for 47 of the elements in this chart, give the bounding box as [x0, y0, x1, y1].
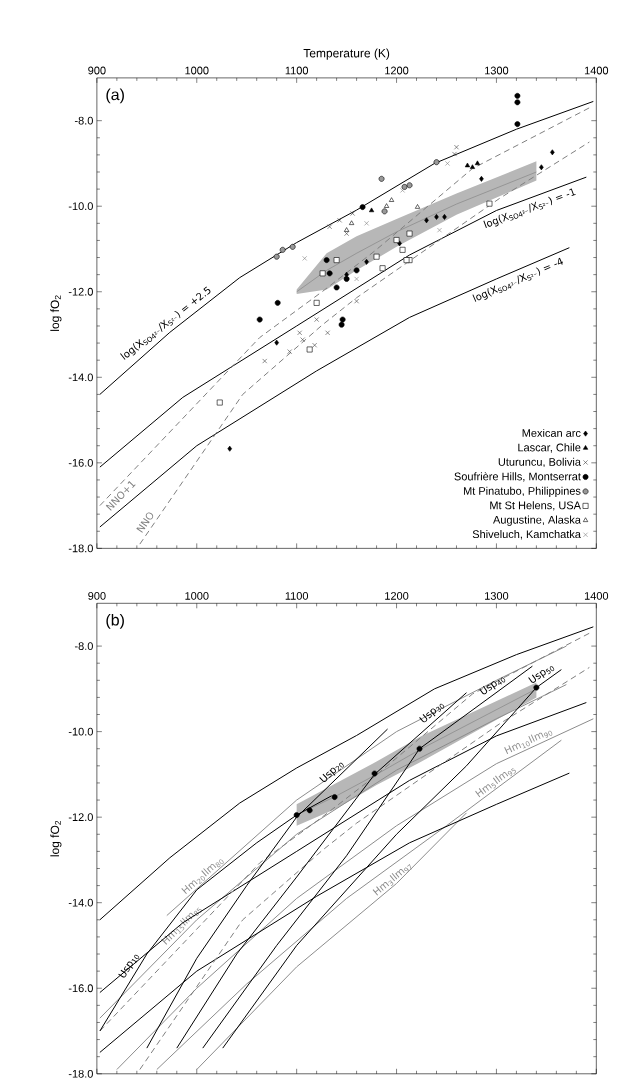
- x-tick-label: 1100: [285, 66, 308, 75]
- x-tick-label: 1400: [584, 592, 608, 600]
- annotation: (b): [106, 613, 124, 629]
- text: Hm$_{20}$Ilm$_{80}$: [181, 859, 224, 895]
- x-tick-label: 900: [88, 592, 106, 600]
- text: Hm$_{3}$Ilm$_{97}$: [372, 864, 412, 896]
- y-tick-label: -16.0: [68, 984, 93, 993]
- y-tick-label: -16.0: [68, 458, 93, 467]
- text: Hm$_{10}$Ilm$_{90}$: [504, 730, 553, 755]
- y-tick-label: -18.0: [68, 544, 93, 553]
- legend-label: Mt St Helens, USA: [490, 501, 581, 511]
- x-tick-label: 1200: [385, 592, 409, 600]
- y-axis-title: log fO$_{2}$: [50, 820, 62, 857]
- text: Usp$_{40}$: [479, 677, 506, 695]
- x-tick-label: 1300: [484, 592, 509, 600]
- x-tick-label: 1000: [185, 592, 209, 600]
- x-axis-title: Temperature (K): [303, 48, 390, 60]
- y-axis-title: log fO$_{2}$: [50, 295, 62, 331]
- legend-label: Soufrière Hills, Montserrat: [454, 472, 581, 482]
- annotation: (a): [106, 88, 124, 104]
- y-tick-label: -12.0: [68, 813, 93, 822]
- legend-label: log(X$_{SO4²⁻}$/X$_{S²⁻}$) = -1: [483, 188, 576, 229]
- x-tick-label: 1300: [484, 66, 509, 75]
- text: Hm$_{5}$Ilm$_{95}$: [474, 767, 516, 798]
- x-tick-label: 1400: [584, 66, 608, 75]
- text: Usp$_{30}$: [419, 703, 445, 723]
- y-tick-label: -8.0: [74, 116, 93, 125]
- x-tick-label: 1100: [285, 592, 308, 600]
- legend-label: Mt Pinatubo, Philippines: [463, 486, 581, 497]
- x-tick-label: 1000: [185, 66, 209, 75]
- text: Usp$_{20}$: [319, 762, 344, 782]
- y-tick-label: -18.0: [68, 1069, 93, 1078]
- legend-label: Shiveluch, Kamchatka: [472, 530, 581, 540]
- y-tick-label: -14.0: [68, 898, 93, 907]
- legend-label: Lascar, Chile: [518, 443, 581, 453]
- x-tick-label: 1200: [385, 66, 409, 75]
- y-tick-label: -14.0: [68, 373, 93, 382]
- y-tick-label: -10.0: [68, 727, 93, 736]
- x-tick-label: 900: [88, 66, 106, 75]
- y-tick-label: -8.0: [74, 642, 93, 650]
- y-tick-label: -10.0: [68, 202, 93, 211]
- legend-label: Uturuncu, Bolivia: [498, 457, 581, 468]
- text: Usp$_{50}$: [528, 666, 555, 683]
- text: Hm$_{15}$Ilm$_{85}$: [161, 907, 202, 945]
- y-tick-label: -12.0: [68, 287, 93, 296]
- legend-label: Mexican arc: [522, 428, 581, 437]
- legend-label: Augustine, Alaska: [492, 515, 581, 526]
